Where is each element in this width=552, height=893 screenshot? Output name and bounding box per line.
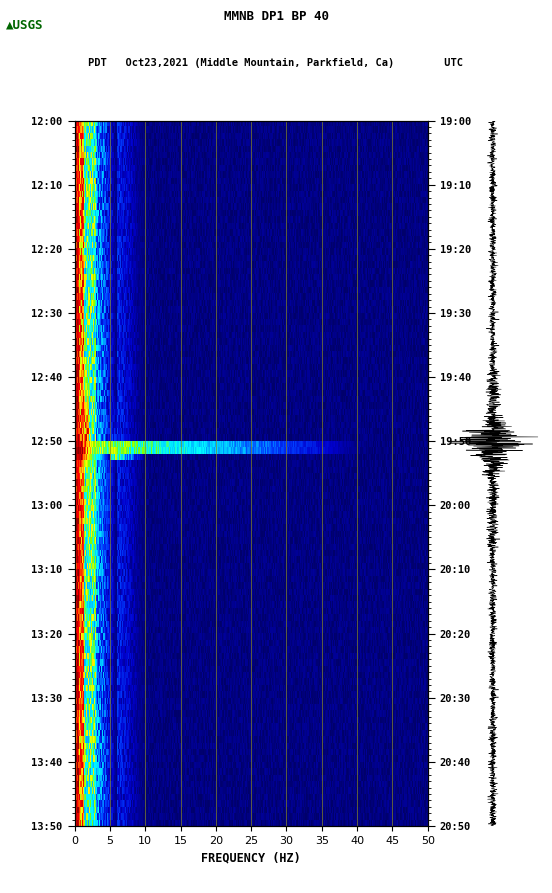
Text: ▲USGS: ▲USGS bbox=[6, 18, 43, 31]
Text: PDT   Oct23,2021 (Middle Mountain, Parkfield, Ca)        UTC: PDT Oct23,2021 (Middle Mountain, Parkfie… bbox=[88, 58, 464, 68]
X-axis label: FREQUENCY (HZ): FREQUENCY (HZ) bbox=[201, 851, 301, 864]
Text: MMNB DP1 BP 40: MMNB DP1 BP 40 bbox=[224, 10, 328, 22]
